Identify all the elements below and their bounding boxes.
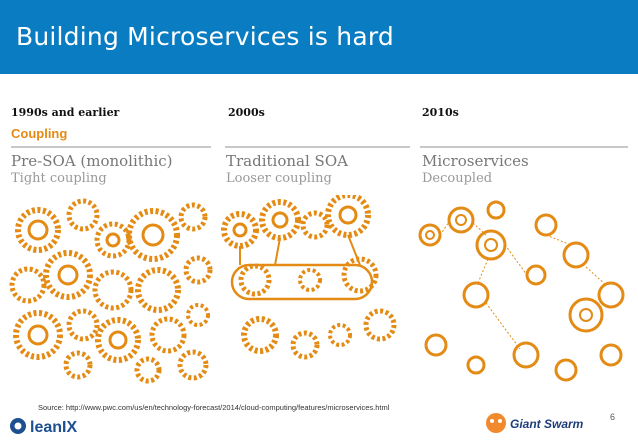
coupling-evolution-figure: 1990s and earlier 2000s 2010s Coupling P… <box>0 95 638 395</box>
era-label-2010s: 2010s <box>422 106 459 119</box>
source-citation: Source: http://www.pwc.com/us/en/technol… <box>38 403 390 412</box>
microservices-illustration <box>418 200 625 382</box>
monolithic-gears-illustration <box>9 198 213 384</box>
divider <box>11 146 211 148</box>
architecture-label-microservices: Microservices <box>422 152 529 170</box>
architecture-label-soa: Traditional SOA <box>226 152 348 170</box>
slide-title: Building Microservices is hard <box>16 22 394 51</box>
page-number: 6 <box>610 412 616 422</box>
giant-swarm-logo: Giant Swarm <box>486 413 584 433</box>
leanix-logo: leanIX <box>10 418 77 436</box>
svg-text:leanIX: leanIX <box>30 419 77 436</box>
divider <box>420 146 628 148</box>
coupling-label-tight: Tight coupling <box>11 171 107 186</box>
title-bar: Building Microservices is hard <box>0 0 638 74</box>
era-label-2000s: 2000s <box>228 106 265 119</box>
coupling-label-looser: Looser coupling <box>226 171 332 186</box>
soa-gears-illustration <box>221 195 397 360</box>
coupling-label: Coupling <box>11 126 68 141</box>
architecture-label-pre-soa: Pre-SOA (monolithic) <box>11 152 173 170</box>
divider <box>225 146 410 148</box>
svg-text:Giant Swarm: Giant Swarm <box>510 417 584 431</box>
coupling-label-decoupled: Decoupled <box>422 171 493 186</box>
era-label-1990s: 1990s and earlier <box>11 106 120 119</box>
